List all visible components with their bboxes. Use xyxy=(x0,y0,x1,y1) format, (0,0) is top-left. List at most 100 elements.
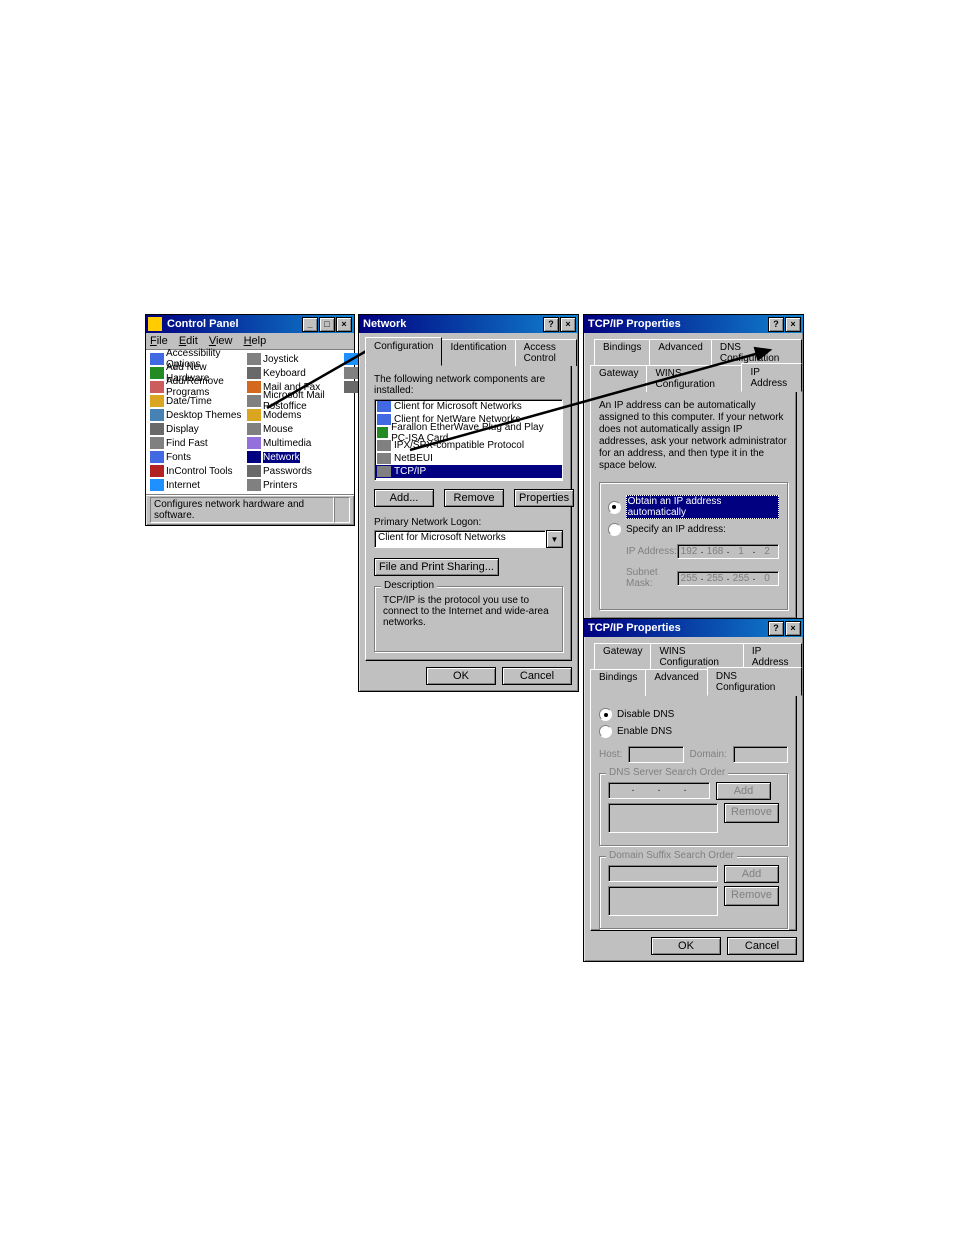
tab-wins[interactable]: WINS Configuration xyxy=(646,365,742,392)
tab-dns-config[interactable]: DNS Configuration xyxy=(707,667,802,696)
cancel-button[interactable]: Cancel xyxy=(727,937,797,955)
primary-logon-select[interactable]: Client for Microsoft Networks ▼ xyxy=(374,530,563,548)
domain-input xyxy=(733,746,788,763)
tab-gateway[interactable]: Gateway xyxy=(594,643,651,670)
item-icon xyxy=(150,437,164,449)
menu-file[interactable]: File xyxy=(150,335,168,347)
control-panel-item[interactable]: Multimedia xyxy=(245,436,342,450)
close-button[interactable]: × xyxy=(785,621,801,636)
ip-address-field: 192. 168. 1. 2 xyxy=(677,544,779,559)
component-item[interactable]: NetBEUI xyxy=(375,452,562,465)
help-button[interactable]: ? xyxy=(768,621,784,636)
tab-ip-address[interactable]: IP Address xyxy=(743,643,802,670)
tab-bindings[interactable]: Bindings xyxy=(594,339,650,366)
tab-identification[interactable]: Identification xyxy=(441,339,515,366)
radio-enable-dns[interactable]: Enable DNS xyxy=(599,725,788,738)
tab-bindings[interactable]: Bindings xyxy=(590,669,646,696)
control-panel-item[interactable]: Mouse xyxy=(245,422,342,436)
item-label: Display xyxy=(166,424,199,435)
item-icon xyxy=(150,465,164,477)
ip-address-label: IP Address: xyxy=(626,546,677,557)
dns-list xyxy=(608,803,718,833)
component-icon xyxy=(377,466,391,477)
titlebar[interactable]: TCP/IP Properties ? × xyxy=(584,315,803,333)
ok-button[interactable]: OK xyxy=(426,667,496,685)
ip-options-group: Obtain an IP address automatically Speci… xyxy=(599,482,788,610)
control-panel-item[interactable]: Find Fast xyxy=(148,436,245,450)
titlebar[interactable]: Control Panel _ □ × xyxy=(146,315,354,333)
control-panel-item[interactable]: Add/Remove Programs xyxy=(148,380,245,394)
description-box: Description TCP/IP is the protocol you u… xyxy=(374,586,563,652)
menu-edit[interactable]: Edit xyxy=(179,335,198,347)
control-panel-window: Control Panel _ □ × File Edit View Help … xyxy=(145,314,355,526)
component-item[interactable]: Farallon EtherWave Plug and Play PC-ISA … xyxy=(375,426,562,439)
item-icon xyxy=(150,353,164,365)
tab-wins[interactable]: WINS Configuration xyxy=(650,643,743,670)
cancel-button[interactable]: Cancel xyxy=(502,667,572,685)
control-panel-item[interactable]: Keyboard xyxy=(245,366,342,380)
radio-disable-dns[interactable]: Disable DNS xyxy=(599,708,788,721)
network-dialog: Network ? × Configuration Identification… xyxy=(358,314,579,692)
component-icon xyxy=(377,453,391,464)
control-panel-item[interactable]: InControl Tools xyxy=(148,464,245,478)
dns-server-order-group: DNS Server Search Order ... Add Remove xyxy=(599,773,788,846)
titlebar[interactable]: Network ? × xyxy=(359,315,578,333)
radio-obtain-auto[interactable]: Obtain an IP address automatically xyxy=(608,495,779,519)
menu-view[interactable]: View xyxy=(209,335,233,347)
minimize-button[interactable]: _ xyxy=(302,317,318,332)
control-panel-item[interactable]: Modems xyxy=(245,408,342,422)
titlebar[interactable]: TCP/IP Properties ? × xyxy=(584,619,803,637)
item-icon xyxy=(247,353,261,365)
item-label: Joystick xyxy=(263,354,299,365)
control-panel-item[interactable]: Printers xyxy=(245,478,342,492)
dropdown-arrow-icon[interactable]: ▼ xyxy=(546,530,563,548)
tab-advanced[interactable]: Advanced xyxy=(649,339,711,366)
help-button[interactable]: ? xyxy=(543,317,559,332)
tab-advanced[interactable]: Advanced xyxy=(645,669,707,696)
item-label: Desktop Themes xyxy=(166,410,241,421)
components-list[interactable]: Client for Microsoft NetworksClient for … xyxy=(374,399,563,481)
tab-access-control[interactable]: Access Control xyxy=(515,339,577,366)
maximize-button[interactable]: □ xyxy=(319,317,335,332)
item-icon xyxy=(247,423,261,435)
help-button[interactable]: ? xyxy=(768,317,784,332)
control-panel-item[interactable]: Joystick xyxy=(245,352,342,366)
control-panel-item[interactable]: Fonts xyxy=(148,450,245,464)
item-label: Fonts xyxy=(166,452,191,463)
component-item[interactable]: Client for Microsoft Networks xyxy=(375,400,562,413)
item-label: Printers xyxy=(263,480,297,491)
item-icon xyxy=(150,423,164,435)
remove-button[interactable]: Remove xyxy=(444,489,504,507)
control-panel-item[interactable]: Microsoft Mail Postoffice xyxy=(245,394,342,408)
item-icon xyxy=(150,451,164,463)
tab-ip-address[interactable]: IP Address xyxy=(741,363,802,392)
menu-help[interactable]: Help xyxy=(244,335,267,347)
properties-button[interactable]: Properties xyxy=(514,489,574,507)
add-button[interactable]: Add... xyxy=(374,489,434,507)
component-item[interactable]: TCP/IP xyxy=(375,465,562,478)
control-panel-item[interactable]: Date/Time xyxy=(148,394,245,408)
control-panel-item[interactable]: Display xyxy=(148,422,245,436)
control-panel-item[interactable]: Desktop Themes xyxy=(148,408,245,422)
item-icon xyxy=(344,353,358,365)
tab-configuration[interactable]: Configuration xyxy=(365,337,442,366)
tab-dns-config[interactable]: DNS Configuration xyxy=(711,339,802,366)
description-text: TCP/IP is the protocol you use to connec… xyxy=(383,595,554,628)
item-icon xyxy=(247,479,261,491)
item-icon xyxy=(247,367,261,379)
radio-specify[interactable]: Specify an IP address: xyxy=(608,523,779,536)
window-title: Network xyxy=(361,318,542,330)
control-panel-item[interactable]: Internet xyxy=(148,478,245,492)
close-button[interactable]: × xyxy=(785,317,801,332)
item-icon xyxy=(344,367,358,379)
file-print-sharing-button[interactable]: File and Print Sharing... xyxy=(374,558,499,576)
control-panel-item[interactable]: Passwords xyxy=(245,464,342,478)
domain-label: Domain: xyxy=(690,749,727,760)
ok-button[interactable]: OK xyxy=(651,937,721,955)
tab-gateway[interactable]: Gateway xyxy=(590,365,647,392)
control-panel-item[interactable]: Network xyxy=(245,450,342,464)
close-button[interactable]: × xyxy=(560,317,576,332)
close-button[interactable]: × xyxy=(336,317,352,332)
item-icon xyxy=(150,409,164,421)
item-label: Internet xyxy=(166,480,200,491)
